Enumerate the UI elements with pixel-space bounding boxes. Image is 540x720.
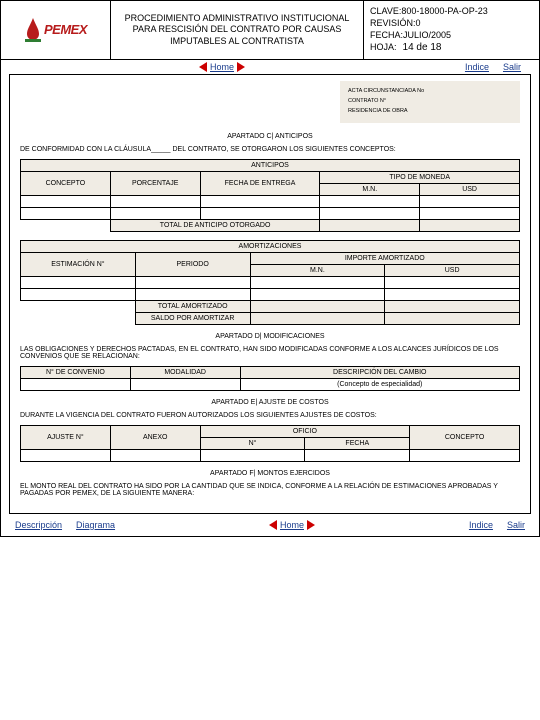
col-tipo-moneda: TIPO DE MONEDA: [320, 171, 520, 183]
revision-value: 0: [416, 17, 421, 29]
hoja-label: HOJA:: [370, 41, 397, 53]
section-c-title: APARTADO C| ANTICIPOS: [20, 133, 520, 140]
pemex-drop-icon: [24, 16, 42, 44]
arrow-left-icon: [269, 520, 277, 530]
col-modalidad: MODALIDAD: [130, 366, 240, 378]
hoja-value: 14 de 18: [403, 41, 442, 55]
section-c-intro: DE CONFORMIDAD CON LA CLÁUSULA_____ DEL …: [20, 146, 520, 153]
col-ajuste: AJUSTE N°: [21, 425, 111, 449]
content-frame: ACTA CIRCUNSTANCIADA No CONTRATO N° RESI…: [9, 74, 531, 514]
amort-total-label: TOTAL AMORTIZADO: [135, 300, 250, 312]
col-anexo: ANEXO: [110, 425, 200, 449]
bottom-nav: Descripción Diagrama Home Indice Salir: [1, 516, 539, 536]
ajuste-table: AJUSTE N° ANEXO OFICIO CONCEPTO N° FECHA: [20, 425, 520, 462]
col-mn: M.N.: [320, 183, 420, 195]
col-oficio: OFICIO: [200, 425, 410, 437]
col-convenio: N° DE CONVENIO: [21, 366, 131, 378]
col-concepto-e: CONCEPTO: [410, 425, 520, 449]
anticipos-total-row: TOTAL DE ANTICIPO OTORGADO: [21, 219, 520, 231]
col-fecha-entrega: FECHA DE ENTREGA: [200, 171, 320, 195]
table-row: [21, 449, 520, 461]
col-descripcion: DESCRIPCIÓN DEL CAMBIO: [240, 366, 519, 378]
amort-caption: AMORTIZACIONES: [21, 240, 520, 252]
top-nav: Home Indice Salir: [1, 60, 539, 74]
amort-saldo-label: SALDO POR AMORTIZAR: [135, 312, 250, 324]
header: PEMEX PROCEDIMIENTO ADMINISTRATIVO INSTI…: [1, 1, 539, 60]
anticipos-table: ANTICIPOS CONCEPTO PORCENTAJE FECHA DE E…: [20, 159, 520, 232]
col-periodo: PERIODO: [135, 252, 250, 276]
pemex-logo: PEMEX: [24, 16, 87, 44]
arrow-right-icon: [307, 520, 315, 530]
table-row: [21, 207, 520, 219]
col-estimacion: ESTIMACIÓN N°: [21, 252, 136, 276]
salir-link[interactable]: Salir: [503, 62, 521, 72]
table-row: (Concepto de especialidad): [21, 378, 520, 390]
arrow-left-icon: [199, 62, 207, 72]
fecha-value: JULIO/2005: [403, 29, 451, 41]
indice-link-bottom[interactable]: Indice: [469, 520, 493, 530]
document-page: PEMEX PROCEDIMIENTO ADMINISTRATIVO INSTI…: [0, 0, 540, 537]
col-amort-mn: M.N.: [250, 264, 385, 276]
col-porcentaje: PORCENTAJE: [110, 171, 200, 195]
indice-link[interactable]: Indice: [465, 62, 489, 72]
col-usd: USD: [420, 183, 520, 195]
section-e-intro: DURANTE LA VIGENCIA DEL CONTRATO FUERON …: [20, 412, 520, 419]
arrow-right-icon: [237, 62, 245, 72]
descripcion-link[interactable]: Descripción: [15, 520, 62, 530]
logo-text: PEMEX: [44, 22, 87, 37]
table-row: [21, 276, 520, 288]
fecha-label: FECHA:: [370, 29, 403, 41]
col-importe: IMPORTE AMORTIZADO: [250, 252, 519, 264]
col-oficio-no: N°: [200, 437, 305, 449]
table-row: [21, 288, 520, 300]
section-f-title: APARTADO F| MONTOS EJERCIDOS: [20, 470, 520, 477]
diagrama-link[interactable]: Diagrama: [76, 520, 115, 530]
amortizaciones-table: AMORTIZACIONES ESTIMACIÓN N° PERIODO IMP…: [20, 240, 520, 325]
amort-saldo-row: SALDO POR AMORTIZAR: [21, 312, 520, 324]
salir-link-bottom[interactable]: Salir: [507, 520, 525, 530]
acta-box: ACTA CIRCUNSTANCIADA No CONTRATO N° RESI…: [340, 81, 520, 123]
modificaciones-table: N° DE CONVENIO MODALIDAD DESCRIPCIÓN DEL…: [20, 366, 520, 391]
anticipos-total-label: TOTAL DE ANTICIPO OTORGADO: [110, 219, 320, 231]
col-concepto: CONCEPTO: [21, 171, 111, 195]
concepto-especialidad: (Concepto de especialidad): [240, 378, 519, 390]
acta-line-3: RESIDENCIA DE OBRA: [348, 107, 512, 117]
acta-line-2: CONTRATO N°: [348, 97, 512, 107]
amort-total-row: TOTAL AMORTIZADO: [21, 300, 520, 312]
col-amort-usd: USD: [385, 264, 520, 276]
doc-title: PROCEDIMIENTO ADMINISTRATIVO INSTITUCION…: [111, 1, 364, 59]
acta-line-1: ACTA CIRCUNSTANCIADA No: [348, 87, 512, 97]
section-d-intro: LAS OBLIGACIONES Y DERECHOS PACTADAS, EN…: [20, 346, 520, 360]
section-f-intro: EL MONTO REAL DEL CONTRATO HA SIDO POR L…: [20, 483, 520, 497]
col-oficio-fecha: FECHA: [305, 437, 410, 449]
home-link[interactable]: Home: [210, 62, 234, 72]
section-d-title: APARTADO D| MODIFICACIONES: [20, 333, 520, 340]
anticipos-caption: ANTICIPOS: [21, 159, 520, 171]
doc-meta: CLAVE: 800-18000-PA-OP-23 REVISIÓN: 0 FE…: [364, 1, 539, 59]
section-e-title: APARTADO E| AJUSTE DE COSTOS: [20, 399, 520, 406]
clave-value: 800-18000-PA-OP-23: [401, 5, 487, 17]
home-link-bottom[interactable]: Home: [280, 520, 304, 530]
logo-cell: PEMEX: [1, 1, 111, 59]
clave-label: CLAVE:: [370, 5, 401, 17]
revision-label: REVISIÓN:: [370, 17, 416, 29]
table-row: [21, 195, 520, 207]
